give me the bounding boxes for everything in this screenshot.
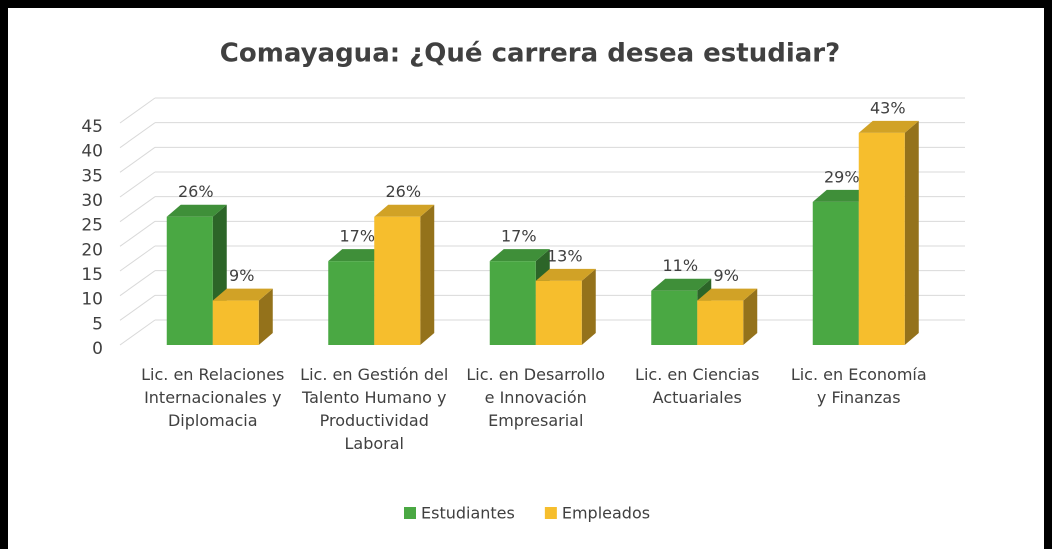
bar-top — [489, 249, 550, 262]
bar-top — [535, 268, 596, 281]
x-tick-label: Lic. en Economía y Finanzas — [790, 365, 927, 407]
grid-line-side — [119, 270, 156, 297]
grid-line-side — [119, 171, 156, 198]
y-tick-label: 20 — [81, 240, 103, 260]
grid-line-side — [119, 220, 156, 247]
bar — [651, 290, 698, 345]
data-label: 11% — [662, 256, 698, 275]
legend-label: Empleados — [562, 504, 650, 523]
data-label: 43% — [870, 98, 906, 117]
legend-swatch — [544, 507, 557, 519]
bar-top — [812, 189, 873, 202]
data-label: 26% — [178, 182, 214, 201]
grid-line-side — [119, 319, 156, 346]
bar-top — [697, 288, 758, 301]
y-tick-label: 30 — [81, 191, 103, 211]
y-tick-label: 0 — [92, 339, 103, 359]
bar — [374, 216, 421, 345]
grid-line-side — [119, 122, 156, 149]
bar-top — [374, 204, 435, 217]
y-tick-label: 15 — [81, 265, 103, 285]
bar — [812, 201, 859, 345]
data-label: 26% — [385, 182, 421, 201]
bar-side — [420, 204, 435, 345]
bar-top — [166, 204, 227, 217]
x-tick-label: Lic. en Desarrollo e Innovación Empresar… — [466, 365, 606, 430]
bar-top — [858, 120, 919, 133]
x-tick-label: Lic. en Relaciones Internacionales y Dip… — [141, 365, 285, 430]
bar — [166, 216, 213, 345]
data-label: 17% — [501, 227, 537, 246]
data-label: 17% — [339, 227, 375, 246]
bar — [535, 280, 582, 345]
bar-side — [581, 268, 596, 345]
bar-side — [743, 288, 758, 345]
data-label: 29% — [824, 167, 860, 186]
chart: Comayagua: ¿Qué carrera desea estudiar? … — [81, 39, 965, 523]
bar-top — [212, 288, 273, 301]
y-tick-label: 45 — [81, 117, 103, 137]
y-tick-label: 10 — [81, 290, 103, 310]
grid-line-side — [119, 294, 156, 321]
data-label: 13% — [547, 246, 583, 265]
legend-swatch — [404, 507, 416, 519]
y-tick-label: 40 — [81, 142, 103, 162]
bar — [697, 300, 744, 345]
legend-label: Estudiantes — [421, 504, 515, 523]
grid-line-side — [119, 97, 156, 124]
data-label: 9% — [229, 266, 254, 285]
data-label: 9% — [714, 266, 739, 285]
y-tick-label: 25 — [81, 216, 103, 236]
y-tick-label: 35 — [81, 166, 103, 186]
bar-side — [258, 288, 273, 345]
y-tick-label: 5 — [92, 314, 103, 334]
grid-line-side — [119, 245, 156, 272]
bar — [328, 261, 375, 345]
grid-line-side — [119, 146, 156, 173]
bar — [212, 300, 259, 345]
chart-panel: Comayagua: ¿Qué carrera desea estudiar? … — [8, 8, 1044, 549]
chart-title: Comayagua: ¿Qué carrera desea estudiar? — [220, 39, 840, 69]
bar — [489, 261, 536, 345]
grid-line-side — [119, 196, 156, 223]
x-tick-label: Lic. en Ciencias Actuariales — [635, 365, 760, 407]
bar-top — [328, 249, 389, 262]
bar-top — [651, 278, 712, 291]
x-tick-label: Lic. en Gestión del Talento Humano y Pro… — [300, 365, 449, 453]
bar — [858, 132, 905, 345]
bar-side — [904, 120, 919, 345]
